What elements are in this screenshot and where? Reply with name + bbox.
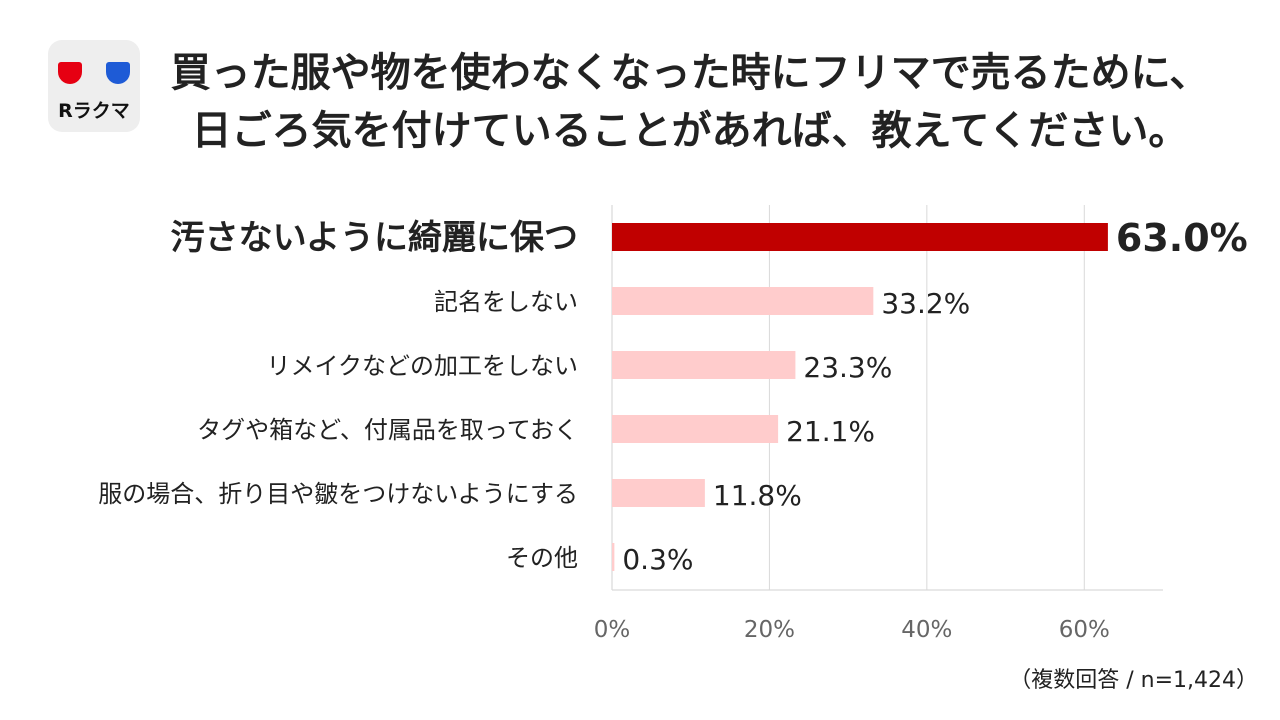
category-label: 汚さないように綺麗に保つ (171, 218, 578, 258)
logo-red-cup-icon (58, 62, 82, 84)
bar (612, 543, 615, 571)
bar (612, 351, 796, 379)
sample-note: （複数回答 / n=1,424） (1009, 668, 1258, 693)
chart-title: 買った服や物を使わなくなった時にフリマで売るために、 日ごろ気を付けていることが… (150, 44, 1230, 160)
data-label: 0.3% (622, 543, 693, 576)
data-label: 63.0% (1116, 216, 1248, 260)
bar (612, 415, 779, 443)
x-tick-label: 40% (901, 617, 952, 643)
bar (612, 479, 705, 507)
category-label: 服の場合、折り目や皺をつけないようにする (98, 480, 578, 508)
category-label: タグや箱など、付属品を取っておく (197, 416, 578, 444)
data-label: 33.2% (881, 287, 970, 320)
x-tick-label: 0% (594, 617, 631, 643)
bar (612, 287, 874, 315)
x-tick-label: 60% (1059, 617, 1110, 643)
data-label: 23.3% (803, 351, 892, 384)
bar (612, 223, 1108, 251)
data-label: 11.8% (713, 479, 802, 512)
logo-brand-text: Rラクマ (58, 100, 130, 122)
logo-blue-cup-icon (106, 62, 130, 84)
category-label: 記名をしない (434, 288, 578, 316)
category-label: リメイクなどの加工をしない (266, 352, 578, 380)
x-tick-label: 20% (744, 617, 795, 643)
data-label: 21.1% (786, 415, 875, 448)
app-logo: Rラクマ (48, 40, 140, 132)
title-line-2: 日ごろ気を付けていることがあれば、教えてください。 (191, 108, 1189, 154)
title-line-1: 買った服や物を使わなくなった時にフリマで売るために、 (170, 50, 1210, 96)
category-label: その他 (506, 544, 578, 572)
